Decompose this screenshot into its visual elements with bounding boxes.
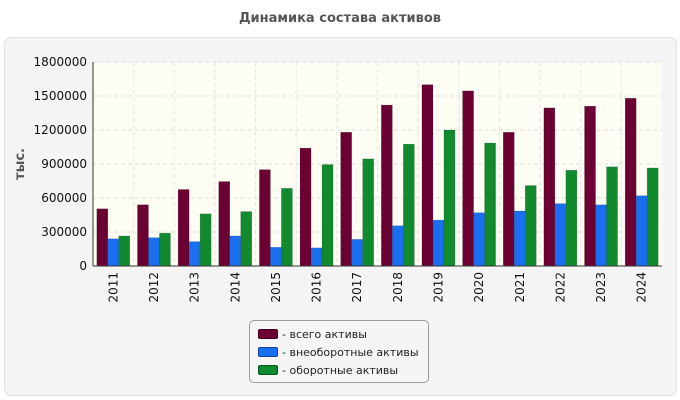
x-tick-label: 2022 (553, 272, 567, 303)
bar-noncurrent (229, 235, 241, 267)
bar-total (624, 98, 637, 267)
y-tick-label: 1200000 (34, 123, 87, 137)
bar-current (118, 235, 131, 267)
y-tick-label: 900000 (41, 157, 87, 171)
y-tick-label: 1800000 (34, 55, 87, 69)
bar-noncurrent (595, 204, 607, 267)
bar-current (525, 185, 537, 267)
x-tick-label: 2011 (106, 272, 120, 303)
x-tick-label: 2013 (188, 272, 202, 303)
bar-current (240, 211, 252, 267)
x-tick-label: 2019 (431, 272, 445, 303)
x-tick-label: 2023 (594, 272, 608, 303)
bar-total (462, 90, 474, 267)
bar-current (362, 158, 374, 267)
bar-current (159, 232, 171, 267)
y-tick-label: 1500000 (34, 89, 87, 103)
legend-label-noncurrent: - внеоборотные активы (282, 345, 419, 359)
bar-total (137, 204, 149, 267)
bar-noncurrent (514, 210, 526, 267)
x-tick-label: 2021 (513, 272, 527, 303)
bar-current (565, 169, 578, 267)
bar-total (381, 104, 393, 267)
bar-current (403, 143, 415, 267)
bar-current (443, 129, 456, 267)
bar-noncurrent (188, 241, 201, 267)
legend-label-current: - оборотные активы (282, 363, 399, 377)
x-tick-label: 2018 (391, 272, 405, 303)
legend-item-total: - всего активы (258, 325, 428, 343)
bar-noncurrent (310, 247, 323, 267)
bar-noncurrent (473, 212, 485, 267)
bar-noncurrent (554, 203, 567, 267)
bar-total (177, 189, 190, 267)
y-tick-label: 300000 (41, 225, 87, 239)
x-tick-label: 2015 (269, 272, 283, 303)
bar-noncurrent (635, 195, 648, 267)
bar-current (281, 188, 293, 267)
bar-total (299, 147, 312, 267)
bar-current (484, 142, 496, 267)
bar-current (321, 164, 334, 267)
bar-current (199, 213, 212, 267)
bar-noncurrent (148, 237, 160, 267)
bar-noncurrent (392, 225, 404, 267)
legend: - всего активы - внеоборотные активы - о… (249, 320, 429, 383)
y-tick-label: 600000 (41, 191, 87, 205)
bar-total (259, 169, 271, 267)
bar-current (606, 166, 618, 267)
legend-swatch-noncurrent (258, 347, 278, 357)
bar-current (646, 167, 659, 267)
bar-noncurrent (270, 247, 282, 267)
bar-total (543, 107, 556, 267)
legend-swatch-total (258, 329, 278, 339)
x-tick-label: 2016 (310, 272, 324, 303)
x-tick-label: 2012 (147, 272, 161, 303)
bar-noncurrent (107, 238, 120, 267)
x-tick-label: 2017 (350, 272, 364, 303)
chart-title: Динамика состава активов (238, 11, 442, 26)
bar-noncurrent (432, 219, 445, 267)
x-tick-label: 2020 (472, 272, 486, 303)
bar-total (218, 181, 230, 267)
bar-total (421, 84, 434, 267)
bar-total (340, 132, 352, 267)
bar-total (584, 105, 596, 267)
x-tick-label: 2024 (635, 272, 649, 303)
legend-label-total: - всего активы (282, 327, 367, 341)
bar-total (503, 132, 515, 267)
y-tick-label: 0 (79, 259, 87, 273)
legend-swatch-current (258, 365, 278, 375)
legend-item-noncurrent: - внеоборотные активы (258, 343, 428, 361)
y-axis-label: тыс. (13, 148, 28, 180)
bar-total (96, 208, 109, 267)
bar-noncurrent (351, 239, 363, 267)
x-tick-label: 2014 (228, 272, 242, 303)
legend-item-current: - оборотные активы (258, 361, 428, 379)
